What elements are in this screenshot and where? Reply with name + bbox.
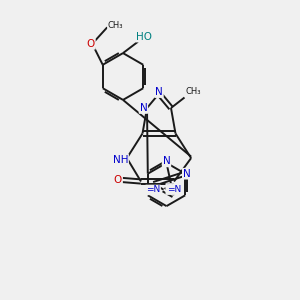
Text: O: O	[87, 39, 95, 49]
Text: NH: NH	[112, 154, 128, 165]
Text: N: N	[155, 87, 163, 97]
Text: N: N	[183, 169, 190, 179]
Text: N: N	[140, 103, 147, 113]
Text: =N: =N	[167, 185, 181, 194]
Text: =N: =N	[146, 185, 160, 194]
Text: N: N	[166, 184, 174, 194]
Text: CH₃: CH₃	[108, 21, 123, 30]
Text: HO: HO	[136, 32, 152, 42]
Text: O: O	[114, 175, 122, 185]
Text: CH₃: CH₃	[185, 87, 201, 96]
Text: N: N	[163, 156, 170, 167]
